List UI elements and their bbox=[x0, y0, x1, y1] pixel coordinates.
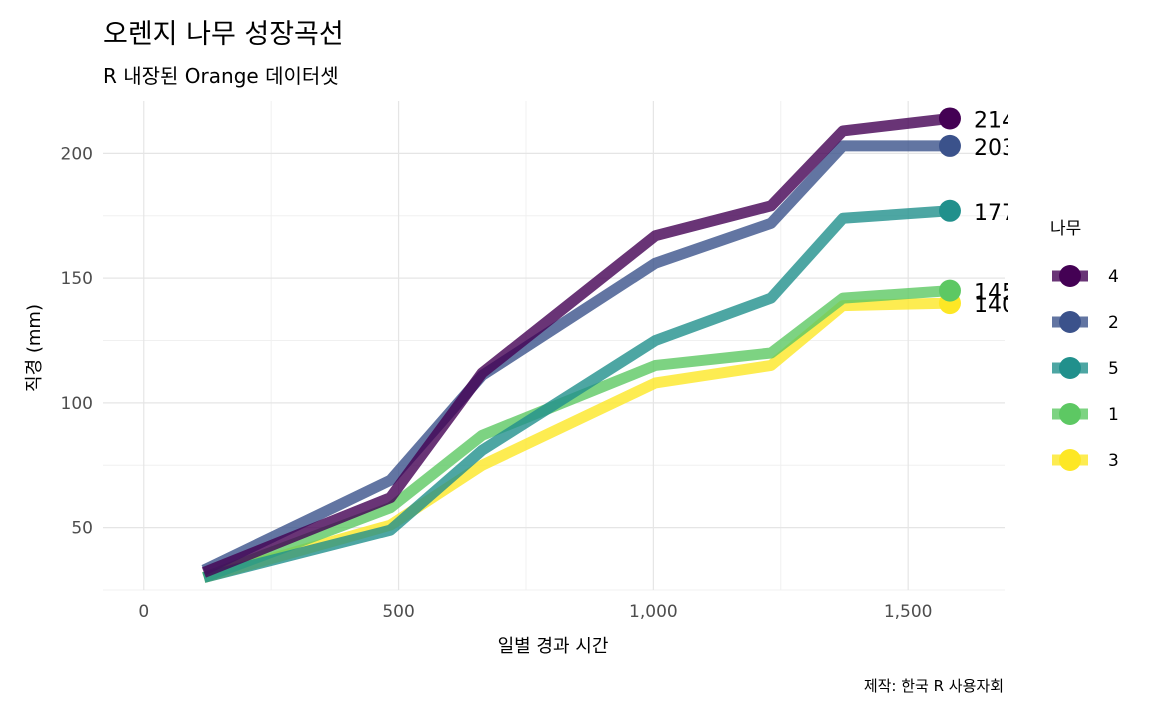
legend-item-2: 2 bbox=[1052, 311, 1119, 333]
end-label-5: 177 bbox=[974, 201, 1016, 226]
x-tick-label: 500 bbox=[382, 602, 414, 622]
chart-caption: 제작: 한국 R 사용자회 bbox=[863, 677, 1004, 695]
legend-key-point bbox=[1059, 403, 1081, 425]
chart-subtitle: R 내장된 Orange 데이터셋 bbox=[103, 64, 339, 88]
legend-key-point bbox=[1059, 449, 1081, 471]
legend-label: 4 bbox=[1108, 267, 1119, 287]
x-axis-label: 일별 경과 시간 bbox=[498, 636, 609, 657]
end-label-3: 140 bbox=[974, 293, 1016, 318]
series-line-2 bbox=[201, 140, 950, 575]
y-tick-label: 100 bbox=[61, 394, 93, 414]
legend-label: 3 bbox=[1108, 451, 1119, 471]
x-tick-label: 1,000 bbox=[629, 602, 678, 622]
legend-key-point bbox=[1059, 265, 1081, 287]
legend-item-1: 1 bbox=[1052, 403, 1119, 425]
y-axis-label: 직경 (mm) bbox=[24, 304, 45, 392]
end-point-4 bbox=[938, 107, 961, 130]
minor-gridlines bbox=[103, 101, 1005, 591]
end-label-2: 203 bbox=[974, 136, 1016, 161]
legend-item-4: 4 bbox=[1052, 265, 1119, 287]
series-lines bbox=[201, 113, 951, 583]
x-tick-label: 1,500 bbox=[884, 602, 933, 622]
legend-item-5: 5 bbox=[1052, 357, 1119, 379]
legend-key-point bbox=[1059, 357, 1081, 379]
legend-label: 2 bbox=[1108, 313, 1119, 333]
major-gridlines bbox=[103, 101, 1005, 590]
series-line-5 bbox=[202, 205, 951, 583]
legend-label: 1 bbox=[1108, 405, 1119, 425]
end-point-2 bbox=[938, 134, 961, 157]
legend-title: 나무 bbox=[1050, 219, 1081, 239]
end-label-4: 214 bbox=[974, 108, 1016, 133]
legend-label: 5 bbox=[1108, 359, 1119, 379]
series-end-points bbox=[938, 107, 961, 315]
legend-item-3: 3 bbox=[1052, 449, 1119, 471]
y-tick-label: 150 bbox=[61, 269, 93, 289]
series-line-4 bbox=[201, 113, 951, 578]
end-label-1: 145 bbox=[974, 281, 1016, 306]
y-tick-label: 200 bbox=[61, 144, 93, 164]
x-axis-ticks: 0 500 1,000 1,500 bbox=[138, 602, 932, 622]
x-tick-label: 0 bbox=[138, 602, 149, 622]
y-tick-label: 50 bbox=[71, 519, 93, 539]
series-line-1 bbox=[201, 285, 951, 583]
end-point-1 bbox=[938, 279, 961, 302]
legend-key-point bbox=[1059, 311, 1081, 333]
y-axis-ticks: 50 100 150 200 bbox=[61, 144, 93, 538]
legend: 나무 4 2 5 1 3 bbox=[1050, 219, 1119, 471]
end-point-5 bbox=[938, 199, 961, 222]
chart-title: 오렌지 나무 성장곡선 bbox=[103, 19, 344, 50]
